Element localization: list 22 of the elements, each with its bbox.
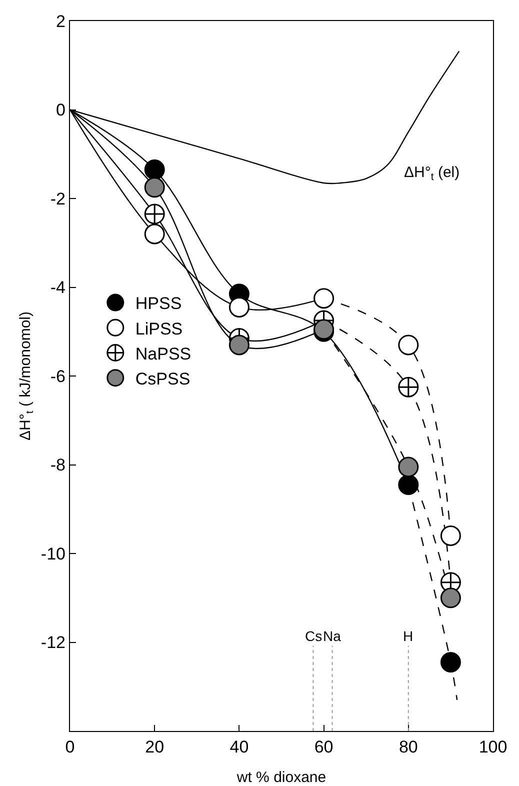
ref-line-label: H — [403, 628, 414, 644]
legend-label: CsPSS — [135, 369, 190, 388]
y-tick-label: -8 — [50, 456, 66, 475]
series-label: ΔH°$_{t}$ (el) — [404, 164, 460, 184]
x-tick-label: 20 — [145, 738, 164, 756]
x-axis-title: wt % dioxane — [236, 769, 326, 786]
legend-label: HPSS — [135, 294, 182, 314]
x-tick-label: 60 — [314, 738, 334, 756]
y-tick-label: -4 — [50, 278, 66, 298]
y-tick-label: -12 — [40, 633, 66, 652]
x-tick-label: 80 — [398, 738, 418, 756]
legend-label: NaPSS — [135, 344, 192, 364]
x-tick-label: 40 — [230, 738, 249, 756]
x-tick-label: 100 — [478, 738, 508, 756]
y-tick-label: -10 — [40, 544, 66, 564]
y-tick-label: -6 — [50, 366, 66, 386]
ref-line-label: Na — [323, 628, 342, 644]
ref-line-label: Cs — [305, 628, 322, 644]
y-tick-label: 2 — [56, 12, 66, 31]
y-tick-label: 0 — [56, 100, 66, 120]
y-tick-label: -2 — [50, 189, 66, 208]
legend-label: LiPSS — [135, 319, 183, 338]
